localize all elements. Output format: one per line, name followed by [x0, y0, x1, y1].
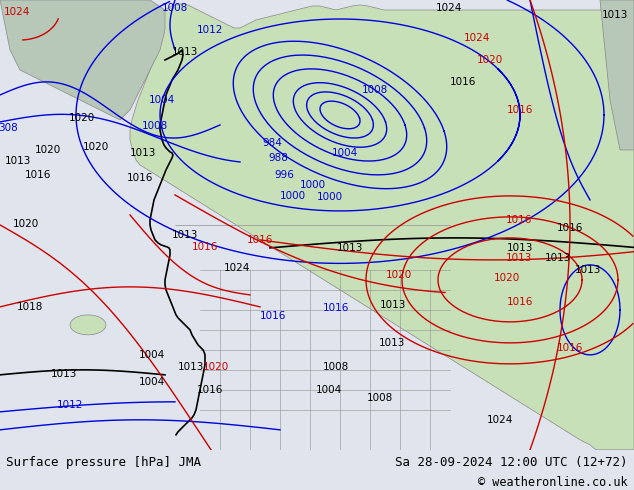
Text: 1020: 1020: [494, 273, 520, 283]
Text: Sa 28-09-2024 12:00 UTC (12+72): Sa 28-09-2024 12:00 UTC (12+72): [395, 456, 628, 469]
Text: 1008: 1008: [362, 85, 388, 95]
Text: 1013: 1013: [172, 230, 198, 240]
Text: 1013: 1013: [337, 243, 363, 253]
Text: 1020: 1020: [13, 219, 39, 229]
Text: 1004: 1004: [316, 385, 342, 395]
Text: 1008: 1008: [323, 362, 349, 372]
Text: 1016: 1016: [260, 311, 286, 321]
Text: 1013: 1013: [506, 253, 532, 263]
Text: 1016: 1016: [450, 77, 476, 87]
Text: 1013: 1013: [172, 47, 198, 57]
Text: 1016: 1016: [247, 235, 273, 245]
Text: 1008: 1008: [162, 3, 188, 13]
Text: 1013: 1013: [178, 362, 204, 372]
Text: 1013: 1013: [378, 338, 405, 348]
Text: 1020: 1020: [386, 270, 412, 280]
Text: 1016: 1016: [323, 303, 349, 313]
Text: 1016: 1016: [25, 170, 51, 180]
Polygon shape: [0, 0, 165, 120]
Text: 1013: 1013: [5, 156, 31, 166]
Text: 1004: 1004: [139, 350, 165, 360]
Text: 1013: 1013: [51, 369, 77, 379]
Text: 1016: 1016: [192, 242, 218, 252]
Text: 308: 308: [0, 123, 18, 133]
Text: 1020: 1020: [69, 113, 95, 123]
Text: 1016: 1016: [507, 105, 533, 115]
Text: 1016: 1016: [557, 223, 583, 233]
Text: 1016: 1016: [197, 385, 223, 395]
Text: 1020: 1020: [35, 145, 61, 155]
Text: 1008: 1008: [142, 121, 168, 131]
Text: 1024: 1024: [487, 415, 513, 425]
Text: 1000: 1000: [280, 191, 306, 201]
Text: 1004: 1004: [149, 95, 175, 105]
Text: 1020: 1020: [203, 362, 229, 372]
Text: 1016: 1016: [506, 215, 532, 225]
Text: 1013: 1013: [380, 300, 406, 310]
Text: 1020: 1020: [477, 55, 503, 65]
Text: 1013: 1013: [507, 243, 533, 253]
Text: 1016: 1016: [127, 173, 153, 183]
Text: 1000: 1000: [317, 192, 343, 202]
Text: 1024: 1024: [436, 3, 462, 13]
Text: 1016: 1016: [557, 343, 583, 353]
Text: 1008: 1008: [367, 393, 393, 403]
Text: 988: 988: [268, 153, 288, 163]
Text: 1013: 1013: [545, 253, 571, 263]
Text: 1004: 1004: [139, 377, 165, 387]
Text: 1024: 1024: [224, 263, 250, 273]
Polygon shape: [600, 0, 634, 150]
Polygon shape: [70, 315, 106, 335]
Text: 996: 996: [274, 170, 294, 180]
Polygon shape: [130, 0, 634, 450]
Text: 1013: 1013: [130, 148, 156, 158]
Text: 1020: 1020: [83, 142, 109, 152]
Text: 1004: 1004: [332, 148, 358, 158]
Text: 1016: 1016: [507, 297, 533, 307]
Text: © weatheronline.co.uk: © weatheronline.co.uk: [478, 476, 628, 490]
Text: Surface pressure [hPa] JMA: Surface pressure [hPa] JMA: [6, 456, 202, 469]
Text: 984: 984: [262, 138, 282, 148]
Text: 1000: 1000: [300, 180, 326, 190]
Text: 1018: 1018: [17, 302, 43, 312]
Text: 1012: 1012: [57, 400, 83, 410]
Text: 1024: 1024: [464, 33, 490, 43]
Text: 1013: 1013: [602, 10, 628, 20]
Text: 1013: 1013: [575, 265, 601, 275]
Text: 1024: 1024: [4, 7, 30, 17]
Text: 1012: 1012: [197, 25, 223, 35]
